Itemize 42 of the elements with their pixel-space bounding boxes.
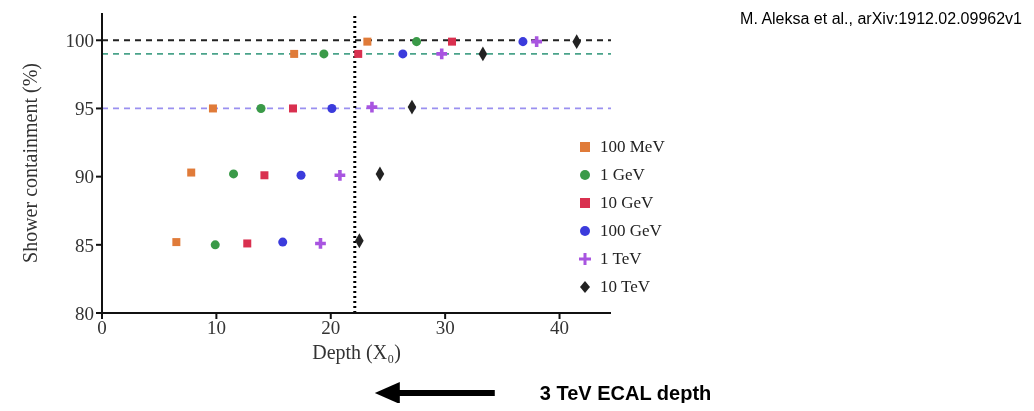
point: [319, 49, 329, 59]
point: [448, 37, 457, 46]
x-tick-label: 30: [435, 317, 455, 339]
y-tick-label: 80: [75, 302, 94, 324]
point: [290, 49, 299, 58]
point: [229, 169, 239, 179]
point: [289, 104, 298, 113]
legend-label: 10 TeV: [600, 277, 650, 297]
y-axis-title: Shower containment (%): [19, 63, 43, 263]
text: M. Aleksa et al., arXiv:1912.02.09962v1: [740, 10, 1022, 28]
point: [187, 168, 196, 177]
y-tick-label: 100: [65, 30, 94, 52]
point: [278, 237, 288, 247]
point: [172, 238, 181, 247]
point: [210, 240, 220, 250]
x-tick-label: 40: [550, 317, 570, 339]
point: [296, 170, 306, 180]
legend-label: 100 GeV: [600, 221, 662, 241]
point: [366, 101, 378, 113]
point: [243, 239, 252, 248]
y-tick-label: 90: [75, 166, 94, 188]
point: [260, 171, 269, 180]
x-tick-label: 10: [206, 317, 226, 339]
y-tick-label: 85: [75, 234, 94, 256]
point: [327, 103, 337, 113]
x-tick-label: 20: [321, 317, 341, 339]
y-tick-label: 95: [75, 98, 94, 120]
x-tick-label: 0: [97, 317, 107, 339]
point: [398, 49, 408, 59]
point: [363, 37, 372, 46]
x-axis-title: Depth (X₀): [312, 341, 401, 364]
point: [208, 104, 217, 113]
legend-label: 1 GeV: [600, 165, 645, 185]
legend-label: 1 TeV: [600, 249, 642, 269]
point: [334, 169, 346, 181]
legend-label: 10 GeV: [600, 193, 654, 213]
point: [412, 37, 422, 47]
point: [436, 48, 448, 60]
point: [256, 103, 266, 113]
point: [518, 37, 528, 47]
legend-label: 100 MeV: [600, 137, 665, 157]
point: [354, 49, 363, 58]
